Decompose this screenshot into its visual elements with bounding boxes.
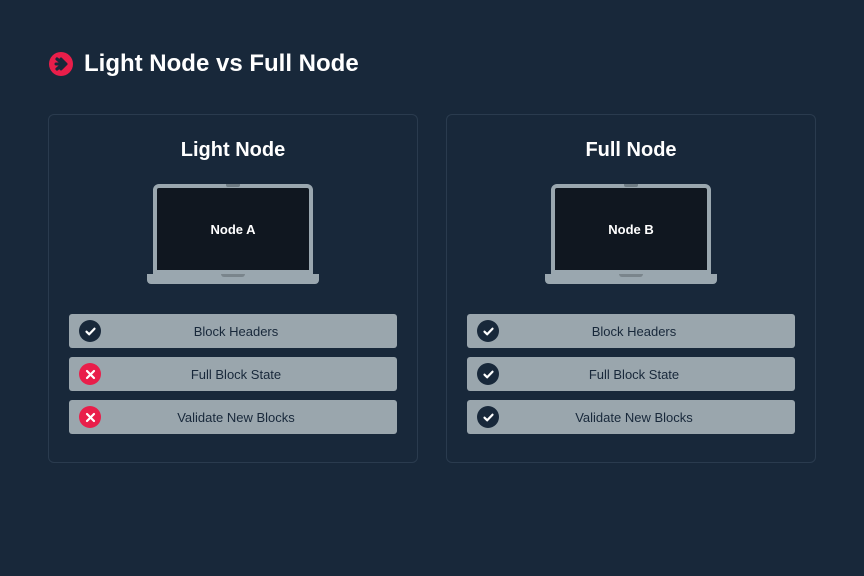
check-icon [477, 406, 499, 428]
laptop-base [545, 274, 717, 284]
light-node-column: Light Node Node A Block Headers Full Blo… [48, 114, 418, 463]
full-node-column: Full Node Node B Block Headers Full Bloc… [446, 114, 816, 463]
feature-label: Full Block State [115, 367, 387, 382]
header: Light Node vs Full Node [48, 50, 816, 78]
node-label: Node A [210, 222, 255, 237]
feature-item: Validate New Blocks [69, 400, 397, 434]
laptop-base [147, 274, 319, 284]
laptop-screen: Node B [551, 184, 711, 274]
feature-list: Block Headers Full Block State Validate … [69, 314, 397, 434]
feature-list: Block Headers Full Block State Validate … [467, 314, 795, 434]
column-title: Light Node [181, 139, 285, 162]
node-label: Node B [608, 222, 654, 237]
feature-item: Validate New Blocks [467, 400, 795, 434]
feature-label: Full Block State [513, 367, 785, 382]
feature-item: Full Block State [69, 357, 397, 391]
cross-icon [79, 406, 101, 428]
feature-label: Block Headers [513, 324, 785, 339]
feature-item: Full Block State [467, 357, 795, 391]
laptop-icon: Node B [545, 184, 717, 284]
laptop-notch [624, 184, 638, 187]
comparison-columns: Light Node Node A Block Headers Full Blo… [48, 114, 816, 463]
laptop-icon: Node A [147, 184, 319, 284]
column-title: Full Node [585, 139, 676, 162]
feature-label: Block Headers [115, 324, 387, 339]
laptop-notch [226, 184, 240, 187]
check-icon [477, 320, 499, 342]
check-icon [79, 320, 101, 342]
feature-label: Validate New Blocks [513, 410, 785, 425]
feature-label: Validate New Blocks [115, 410, 387, 425]
page-title: Light Node vs Full Node [84, 50, 359, 78]
cross-icon [79, 363, 101, 385]
feature-item: Block Headers [69, 314, 397, 348]
check-icon [477, 363, 499, 385]
feature-item: Block Headers [467, 314, 795, 348]
arrow-right-icon [48, 51, 74, 77]
laptop-screen: Node A [153, 184, 313, 274]
